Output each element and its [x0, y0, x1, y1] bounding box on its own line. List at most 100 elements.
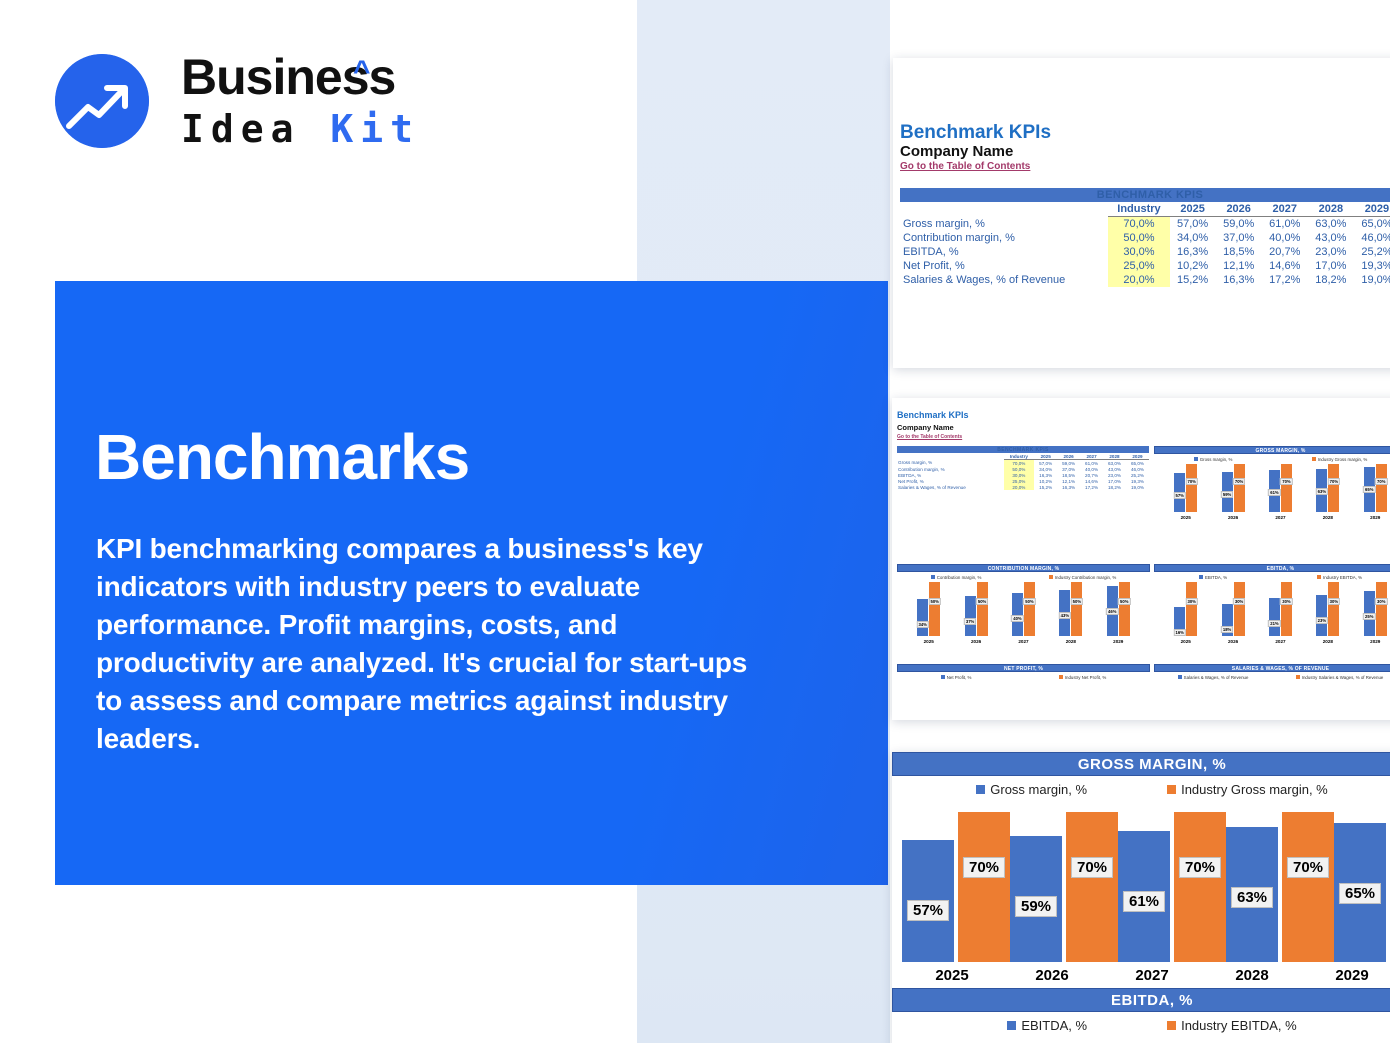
- bar-company[interactable]: 23%: [1315, 595, 1329, 636]
- bar-group: 16% 30%: [1173, 582, 1198, 636]
- bar-company[interactable]: 43%: [1058, 590, 1072, 636]
- bar-company[interactable]: 46%: [1106, 586, 1119, 636]
- bar-company[interactable]: 63%: [1315, 469, 1329, 512]
- bar-industry[interactable]: 70%: [1185, 464, 1198, 512]
- bar-group: 37% 50%: [963, 582, 989, 636]
- mini-legend-swatch-orange: [1317, 575, 1322, 580]
- kpi-band-cell: BENCHMARK KPIS: [900, 188, 1390, 202]
- bar-industry[interactable]: 30%: [1375, 582, 1388, 636]
- kpi-col-header: 2026: [1057, 453, 1081, 460]
- kpi-value: 65,0%: [1361, 218, 1390, 230]
- spreadsheet-card-gross-margin-chart[interactable]: GROSS MARGIN, % Gross margin, % Industry…: [892, 752, 1390, 1043]
- kpi-col-header: 2026: [1215, 202, 1262, 217]
- kpi-value: 17,0%: [1315, 260, 1347, 272]
- bar-industry[interactable]: 70%: [1282, 812, 1334, 962]
- bar-group: 21% 30%: [1268, 582, 1293, 636]
- x-tick-label: 2025: [935, 966, 969, 984]
- kpi-row-label: Salaries & Wages, % of Revenue: [898, 484, 966, 490]
- toc-link[interactable]: Go to the Table of Contents: [900, 161, 1031, 172]
- bar-industry[interactable]: 30%: [1232, 582, 1246, 636]
- bar-company[interactable]: 40%: [1011, 593, 1024, 636]
- spreadsheet-card-table[interactable]: Benchmark KPIs Company Name Go to the Ta…: [893, 58, 1390, 368]
- bar-company[interactable]: 25%: [1363, 591, 1376, 636]
- kpi-value: 59,0%: [1062, 460, 1076, 466]
- bar-company[interactable]: 59%: [1220, 472, 1234, 512]
- bar-group: 57% 70%: [1173, 464, 1198, 512]
- brand-kit-text: Kit: [330, 107, 421, 151]
- bar-industry[interactable]: 30%: [1327, 582, 1341, 636]
- kpi-value: 16,3%: [1223, 274, 1255, 286]
- chart-plot-gross-margin: 57%70%59%70%61%70%63%70%65%70%: [892, 802, 1390, 962]
- kpi-value: 19,3%: [1130, 478, 1144, 484]
- bar-company[interactable]: 34%: [916, 599, 929, 636]
- bar-company[interactable]: 57%: [1173, 473, 1186, 512]
- page-description: KPI benchmarking compares a business's k…: [96, 533, 748, 754]
- mini-chart-legend: EBITDA, % Industry EBITDA, %: [1154, 572, 1390, 582]
- kpi-col-header: 2027: [1080, 453, 1104, 460]
- bar-company[interactable]: 18%: [1220, 604, 1234, 636]
- kpi-value: 19,0%: [1361, 274, 1390, 286]
- bar-company[interactable]: 65%: [1363, 467, 1376, 512]
- kpi-col-header: 2029: [1353, 202, 1390, 217]
- kpi-value: 19,0%: [1130, 484, 1144, 490]
- bar-company[interactable]: 57%: [902, 840, 954, 962]
- bar-industry[interactable]: 50%: [1118, 582, 1131, 636]
- x-tick-label: 2027: [1275, 514, 1286, 520]
- x-tick-label: 2029: [1335, 966, 1369, 984]
- bar-industry[interactable]: 50%: [1070, 582, 1084, 636]
- kpi-value: 63,0%: [1107, 460, 1122, 466]
- bar-industry[interactable]: 50%: [975, 582, 989, 636]
- kpi-band-row: BENCHMARK KPIS: [900, 188, 1390, 202]
- spreadsheet-card-dashboard[interactable]: Benchmark KPIs Company Name Go to the Ta…: [892, 398, 1390, 720]
- bar-group: 63% 70%: [1226, 802, 1334, 962]
- bar-industry[interactable]: 70%: [1327, 464, 1341, 512]
- bar-label-company: 34%: [916, 621, 929, 628]
- kpi-value: 15,2%: [1039, 484, 1053, 490]
- bar-company[interactable]: 16%: [1173, 607, 1186, 636]
- kpi-row-label: EBITDA, %: [898, 472, 922, 478]
- mini-chart-title: NET PROFIT, %: [897, 664, 1150, 672]
- bar-label-company: 61%: [1268, 489, 1281, 496]
- mini-chart-salaries-wages[interactable]: SALARIES & WAGES, % OF REVENUE Salaries &…: [1154, 664, 1390, 688]
- bar-industry[interactable]: 50%: [928, 582, 941, 636]
- bar-company[interactable]: 65%: [1334, 823, 1386, 962]
- chart-title-ebitda-next: EBITDA, %: [892, 988, 1390, 1012]
- mini-chart-gross-margin[interactable]: GROSS MARGIN, % Gross margin, % Industry G…: [1154, 446, 1390, 532]
- bar-industry[interactable]: 50%: [1023, 582, 1036, 636]
- bar-company[interactable]: 21%: [1268, 598, 1281, 636]
- kpi-value: 40,0%: [1269, 232, 1301, 244]
- bar-label-industry: 30%: [1375, 598, 1388, 605]
- mini-legend-industry: Industry EBITDA, %: [1317, 575, 1362, 580]
- bar-industry[interactable]: 70%: [1280, 464, 1293, 512]
- bar-industry[interactable]: 70%: [1375, 464, 1388, 512]
- kpi-value: 43,0%: [1315, 232, 1347, 244]
- bar-group: 57% 70%: [902, 802, 1010, 962]
- legend-item-industry: Industry Gross margin, %: [1167, 782, 1328, 797]
- bar-company[interactable]: 61%: [1118, 831, 1170, 962]
- kpi-industry-value: 30,0%: [1003, 472, 1035, 478]
- mini-chart-contribution-margin[interactable]: CONTRIBUTION MARGIN, % Contribution margi…: [897, 564, 1150, 660]
- bar-industry[interactable]: 70%: [1066, 812, 1118, 962]
- x-tick-label: 2025: [1180, 514, 1191, 520]
- bar-industry[interactable]: 30%: [1185, 582, 1198, 636]
- legend-item-ebitda-industry: Industry EBITDA, %: [1167, 1018, 1297, 1033]
- legend-label-company: Gross margin, %: [990, 781, 1088, 797]
- legend-swatch-blue: [976, 784, 986, 794]
- bar-company[interactable]: 61%: [1268, 470, 1281, 512]
- mini-chart-net-profit[interactable]: NET PROFIT, % Net Profit, % Industry Net P…: [897, 664, 1150, 688]
- bar-label-industry: 70%: [1286, 857, 1330, 878]
- bar-industry[interactable]: 70%: [958, 812, 1010, 962]
- bar-company[interactable]: 59%: [1010, 836, 1062, 962]
- bar-company[interactable]: 63%: [1226, 827, 1278, 962]
- toc-link-mini[interactable]: Go to the Table of Contents: [897, 434, 963, 440]
- bar-label-industry: 30%: [1232, 598, 1246, 605]
- table-row: EBITDA, % 30,0% 16,3% 18,5% 20,7% 23,0% 25,2%: [900, 245, 1390, 259]
- bar-industry[interactable]: 70%: [1174, 812, 1226, 962]
- kpi-value: 14,6%: [1269, 260, 1301, 272]
- mini-chart-ebitda[interactable]: EBITDA, % EBITDA, % Industry EBITDA, % 16% 3…: [1154, 564, 1390, 660]
- mini-chart-plot: 57% 70% 59% 70% 61% 70% 63% 70% 65% 70%: [1154, 464, 1390, 512]
- bar-industry[interactable]: 70%: [1232, 464, 1246, 512]
- bar-industry[interactable]: 30%: [1280, 582, 1293, 636]
- x-tick-label: 2025: [1180, 638, 1191, 644]
- bar-company[interactable]: 37%: [963, 596, 977, 636]
